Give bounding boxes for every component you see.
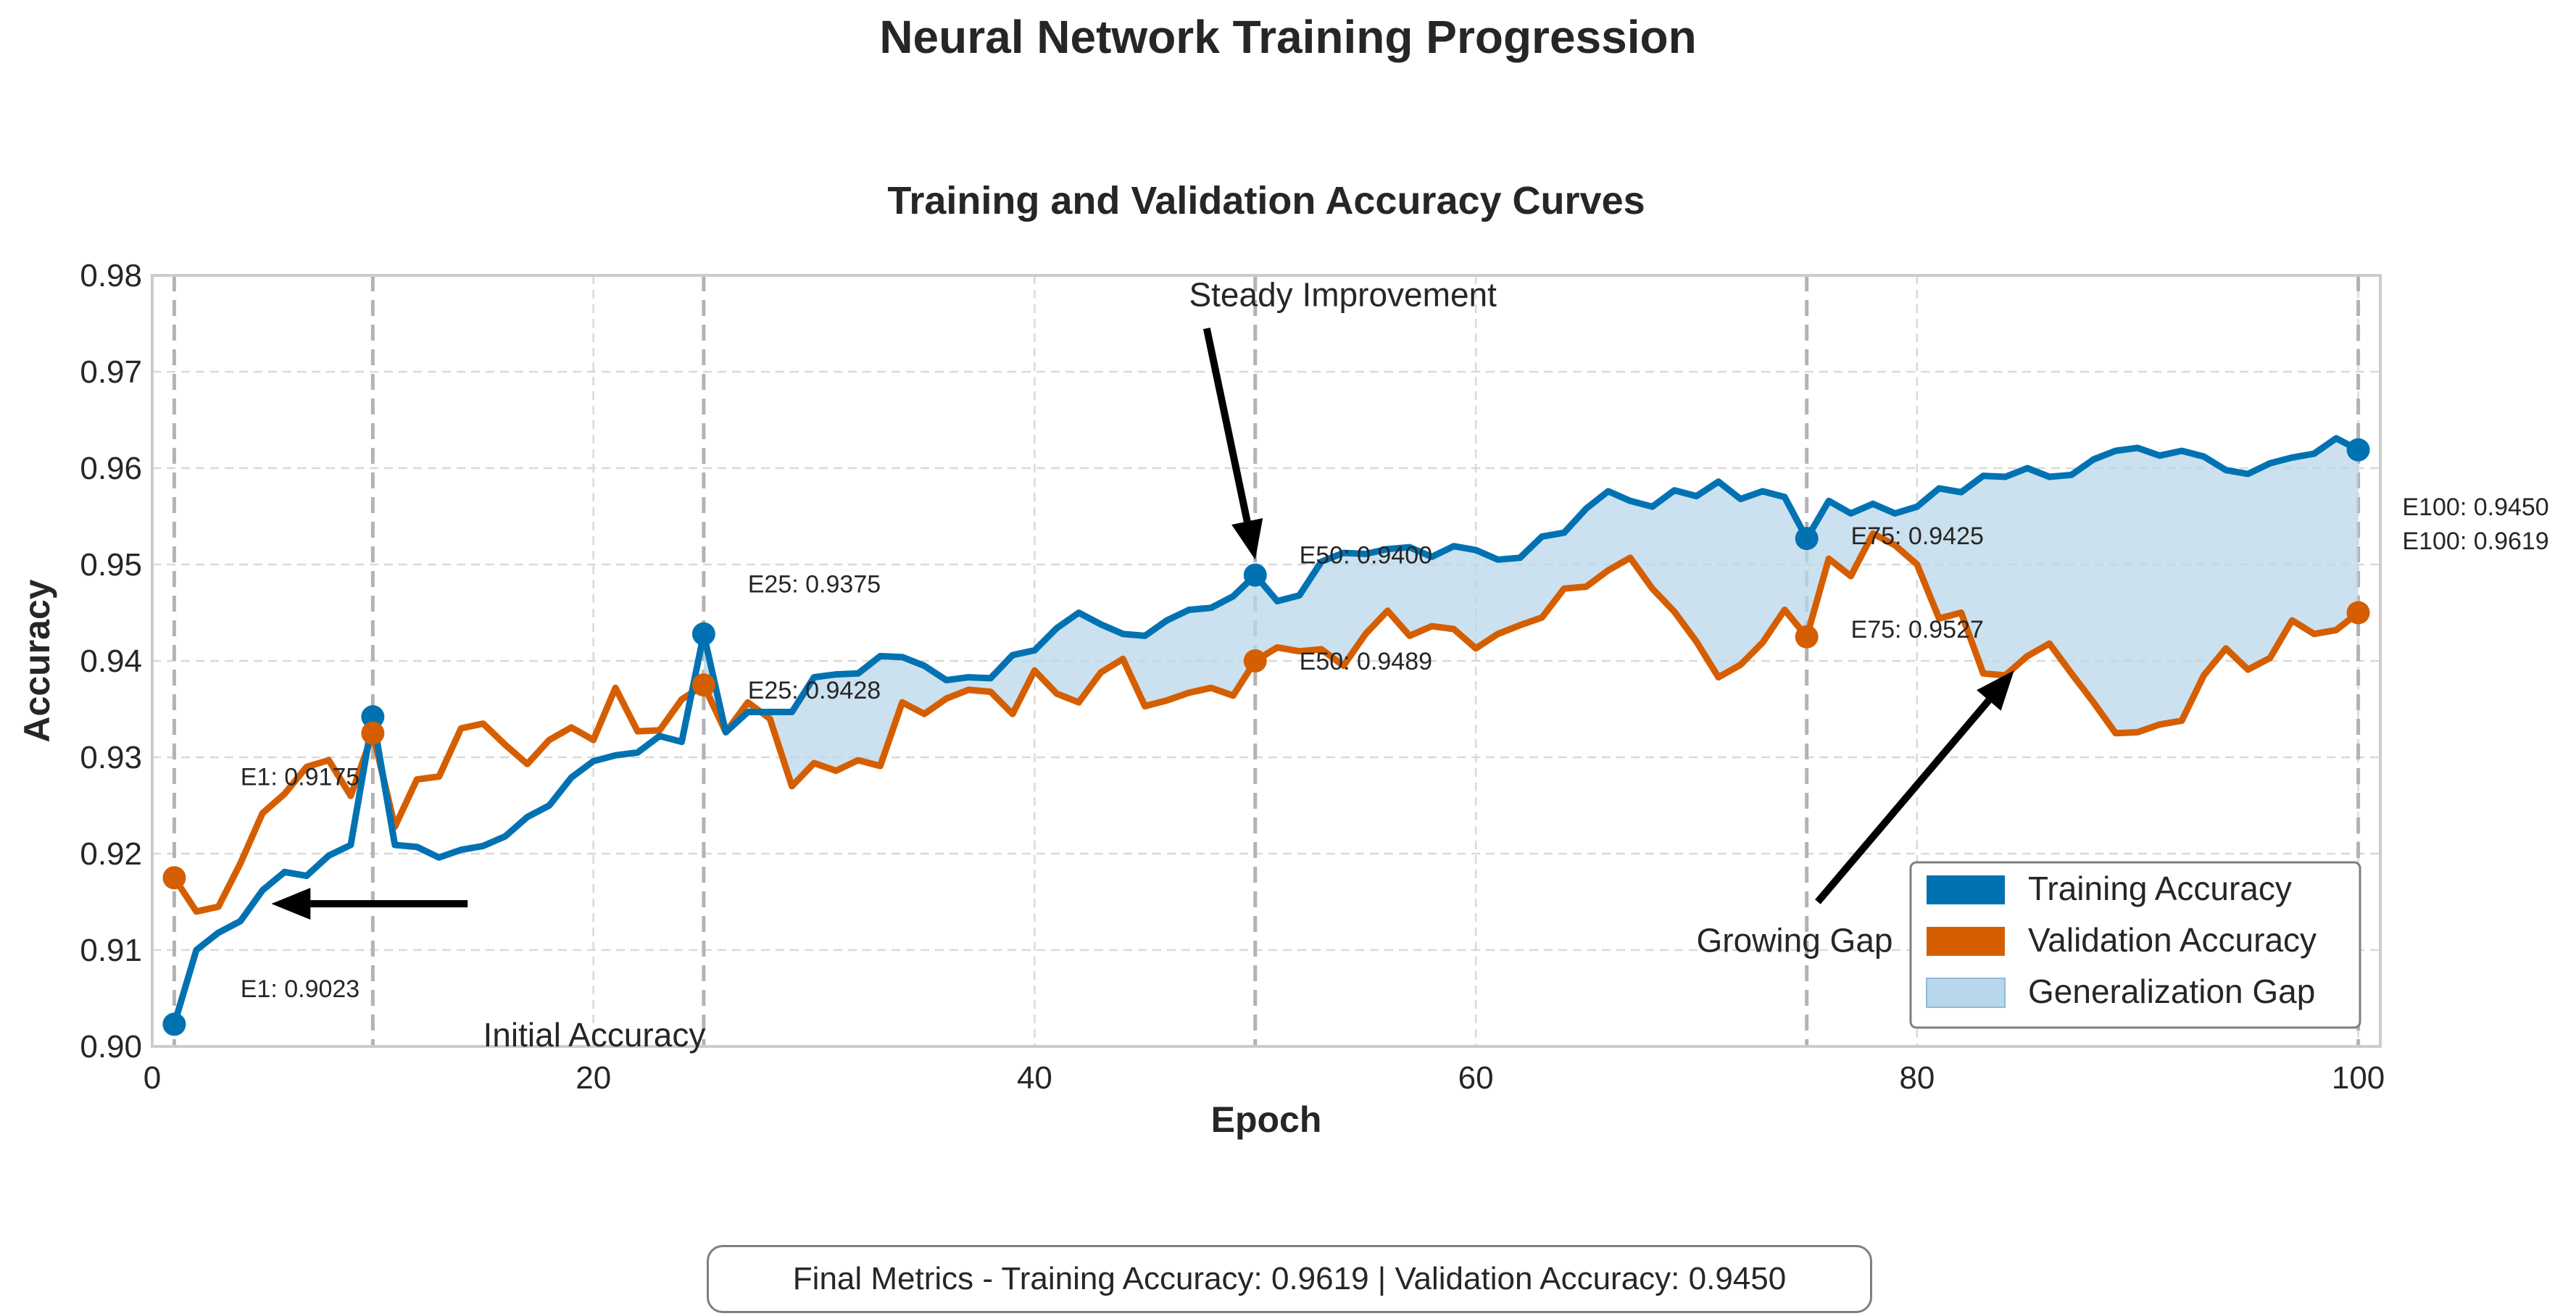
y-tick-label: 0.98 — [80, 258, 142, 293]
legend-swatch-training — [1927, 875, 2005, 904]
axis-ticks: 0 20 40 60 80 100 0.90 0.91 0.92 0.93 0.94 0.95 0.96… — [80, 258, 2385, 1096]
validation-marker — [361, 721, 385, 745]
training-marker — [1795, 527, 1819, 551]
milestone-markers — [162, 438, 2370, 1036]
point-value-label: E1: 0.9175 — [241, 764, 360, 791]
training-accuracy-line — [171, 435, 2360, 1025]
y-tick-label: 0.92 — [80, 836, 142, 872]
training-marker — [1243, 563, 1267, 587]
validation-marker — [1243, 649, 1267, 672]
point-value-label: E100: 0.9619 — [2402, 528, 2548, 555]
validation-marker — [691, 673, 715, 697]
point-value-label: E75: 0.9425 — [1851, 522, 1984, 550]
y-tick-label: 0.90 — [80, 1029, 142, 1065]
legend-box — [1909, 861, 2361, 1029]
annotation-arrow-head — [1231, 517, 1263, 560]
point-value-label: E75: 0.9527 — [1851, 616, 1984, 644]
legend-label: Training Accuracy — [2028, 870, 2292, 907]
annotation-text: Growing Gap — [1696, 922, 1892, 959]
point-value-label: E50: 0.9489 — [1300, 648, 1432, 675]
point-value-label: E25: 0.9428 — [748, 677, 881, 704]
x-tick-label: 40 — [1017, 1060, 1052, 1096]
validation-accuracy-line — [171, 530, 2361, 915]
validation-marker — [2346, 601, 2370, 625]
training-marker — [162, 1012, 186, 1036]
gap-fill-layer — [703, 438, 2359, 786]
validation-marker — [162, 866, 186, 890]
annotation-text: Steady Improvement — [1189, 276, 1497, 314]
chart-title: Training and Validation Accuracy Curves — [887, 179, 1645, 222]
training-marker — [691, 622, 715, 646]
legend-label: Validation Accuracy — [2028, 921, 2317, 959]
x-tick-label: 80 — [1899, 1060, 1935, 1096]
validation-marker — [1795, 625, 1819, 649]
y-axis-label: Accuracy — [17, 579, 57, 742]
series-lines — [171, 435, 2361, 1025]
annotation-arrow-head — [1977, 670, 2014, 711]
annotation-text: Initial Accuracy — [483, 1016, 706, 1054]
x-axis-label: Epoch — [1211, 1099, 1322, 1140]
point-value-label: E1: 0.9023 — [241, 975, 360, 1003]
y-tick-label: 0.91 — [80, 933, 142, 968]
legend-swatch-gap — [1926, 978, 2006, 1008]
legend-label: Generalization Gap — [2028, 973, 2315, 1010]
y-tick-label: 0.97 — [80, 354, 142, 390]
y-tick-label: 0.95 — [80, 547, 142, 583]
figure-title: Neural Network Training Progression — [879, 11, 1697, 63]
x-tick-label: 100 — [2332, 1060, 2385, 1096]
legend: Training Accuracy Validation Accuracy Gene… — [1909, 861, 2361, 1029]
legend-swatch-validation — [1927, 927, 2005, 956]
plot-area-frame — [151, 274, 2382, 1048]
point-labels: E1: 0.9175 E1: 0.9023 E25: 0.9375 E25: 0.94… — [241, 494, 2549, 1003]
x-tick-label: 0 — [144, 1060, 161, 1096]
y-tick-label: 0.94 — [80, 644, 142, 679]
annotation-arrow-shaft — [1815, 698, 1992, 904]
milestone-lines — [172, 275, 2361, 1046]
y-tick-label: 0.93 — [80, 740, 142, 775]
generalization-gap-fill — [703, 438, 2359, 786]
x-tick-label: 20 — [576, 1060, 611, 1096]
point-value-label: E50: 0.9400 — [1300, 542, 1432, 570]
y-tick-label: 0.96 — [80, 451, 142, 486]
x-tick-label: 60 — [1458, 1060, 1494, 1096]
annotation-arrow-head — [271, 888, 311, 920]
point-value-label: E100: 0.9450 — [2402, 494, 2548, 521]
annotation-arrow-shaft — [1202, 328, 1251, 522]
annotations: Initial Accuracy Steady Improvement Growin… — [271, 276, 2014, 1054]
training-marker — [361, 705, 385, 729]
point-value-label: E25: 0.9375 — [748, 571, 881, 599]
final-metrics-box: Final Metrics - Training Accuracy: 0.961… — [707, 1245, 1872, 1313]
training-marker — [2346, 438, 2370, 462]
